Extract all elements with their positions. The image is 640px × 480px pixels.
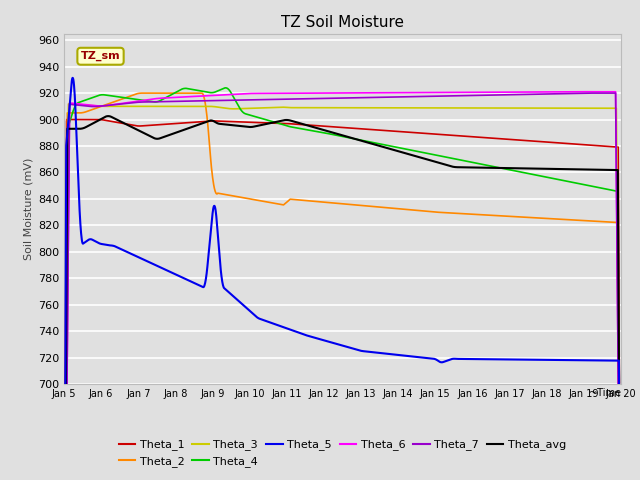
Text: TZ_sm: TZ_sm	[81, 51, 120, 61]
Y-axis label: Soil Moisture (mV): Soil Moisture (mV)	[24, 157, 34, 260]
Legend: Theta_1, Theta_2, Theta_3, Theta_4, Theta_5, Theta_6, Theta_7, Theta_avg: Theta_1, Theta_2, Theta_3, Theta_4, Thet…	[115, 435, 570, 471]
Title: TZ Soil Moisture: TZ Soil Moisture	[281, 15, 404, 30]
Text: ~Time: ~Time	[589, 387, 621, 397]
